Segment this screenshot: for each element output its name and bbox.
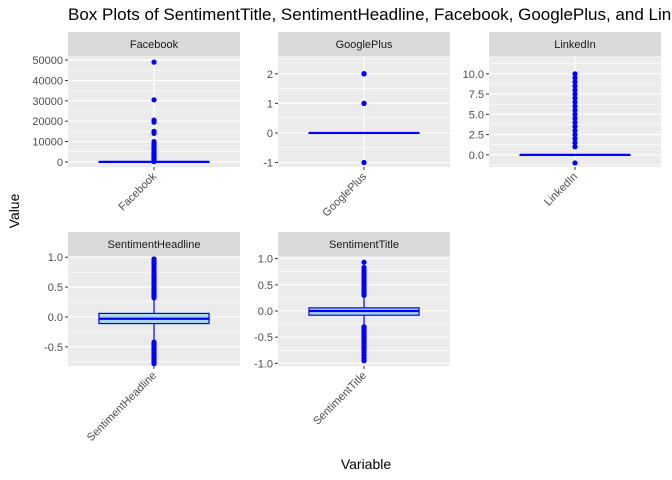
outlier-point — [572, 71, 578, 77]
outlier-point — [151, 97, 157, 103]
strip-label: LinkedIn — [554, 39, 596, 51]
outlier-point — [151, 130, 157, 136]
outlier-point — [572, 127, 578, 134]
strip-label: SentimentHeadline — [108, 239, 201, 251]
y-axis-title: Value — [6, 193, 22, 228]
outlier-point — [572, 131, 578, 138]
strip-background — [278, 232, 450, 256]
outlier-point — [361, 259, 367, 265]
x-tick-label: GooglePlus — [320, 170, 369, 219]
outlier-point — [572, 160, 578, 166]
y-tick-label: 0 — [267, 128, 273, 140]
x-axis-title: Variable — [341, 456, 392, 472]
strip-background — [489, 32, 661, 56]
y-tick-label: 0.5 — [48, 282, 63, 294]
outlier-point — [572, 144, 578, 150]
x-tick-label: SentimentTitle — [311, 370, 369, 428]
panel-linkedin: LinkedIn 0.0 2.5 5.0 7.5 10.0 LinkedIn — [463, 32, 661, 209]
y-tick-label: 5.0 — [469, 109, 484, 121]
outlier-point — [572, 95, 578, 101]
y-tick-label: 0.0 — [258, 306, 273, 318]
outlier-point — [572, 119, 578, 126]
outlier-point — [572, 91, 578, 97]
outlier-point — [572, 136, 578, 142]
y-tick-label: 2.5 — [469, 130, 484, 142]
y-tick-label: 2 — [267, 69, 273, 81]
strip-background — [68, 32, 240, 56]
strip-label: Facebook — [130, 39, 179, 51]
outlier-point — [151, 361, 157, 367]
panel-sentimentheadline: SentimentHeadline -0.5 0.0 0.5 1.0 SentimentH… — [44, 232, 240, 444]
y-tick-label: 1.0 — [48, 252, 63, 264]
outlier-point — [572, 103, 578, 109]
outlier-point — [572, 79, 578, 85]
y-tick-label: -0.5 — [254, 332, 273, 344]
outlier-point — [361, 159, 367, 166]
panel-sentimenttitle: SentimentTitle -1.0 -0.5 0.0 0.5 1.0 Sentiment… — [254, 232, 450, 428]
outlier-point — [572, 83, 578, 89]
outlier-point — [572, 115, 578, 121]
outlier-point — [151, 159, 157, 165]
outlier-point — [361, 71, 367, 77]
x-tick-label: LinkedIn — [542, 171, 580, 209]
y-tick-label: -1.0 — [254, 358, 273, 370]
x-tick-label: Facebook — [116, 170, 159, 213]
outlier-point — [572, 111, 578, 117]
outlier-point — [572, 75, 578, 81]
outlier-point — [151, 295, 157, 301]
outlier-point — [151, 59, 157, 65]
outlier-point — [361, 292, 367, 298]
panel-googleplus: GooglePlus -1 0 1 2 GooglePlus — [263, 32, 450, 219]
outlier-point — [151, 119, 157, 125]
outlier-point — [572, 87, 578, 93]
y-tick-label: 10000 — [32, 137, 63, 149]
y-tick-label: 1 — [267, 98, 273, 110]
y-tick-label: 0 — [57, 157, 63, 169]
facet-panels: Facebook 0 10000 20000 30000 40000 50000 Facebo… — [32, 32, 661, 444]
y-tick-label: 30000 — [32, 96, 63, 108]
y-tick-label: 0.5 — [258, 280, 273, 292]
outlier-point — [572, 107, 578, 113]
y-tick-label: -0.5 — [44, 342, 63, 354]
y-tick-label: 50000 — [32, 55, 63, 67]
outlier-point — [572, 123, 578, 130]
y-tick-label: 1.0 — [258, 254, 273, 266]
y-tick-label: -1 — [263, 158, 273, 170]
outlier-point — [572, 99, 578, 105]
outlier-point — [361, 358, 367, 364]
strip-label: SentimentTitle — [329, 239, 399, 251]
x-tick-label: SentimentHeadline — [85, 370, 159, 444]
y-tick-label: 10.0 — [463, 69, 484, 81]
strip-background — [278, 32, 450, 56]
y-tick-label: 0.0 — [48, 312, 63, 324]
y-tick-label: 0.0 — [469, 150, 484, 162]
y-tick-label: 20000 — [32, 116, 63, 128]
panel-facebook: Facebook 0 10000 20000 30000 40000 50000 Facebo… — [32, 32, 240, 213]
y-tick-label: 7.5 — [469, 89, 484, 101]
outlier-point — [572, 140, 578, 146]
chart-title: Box Plots of SentimentTitle, SentimentHe… — [68, 5, 672, 24]
y-tick-label: 40000 — [32, 75, 63, 87]
strip-label: GooglePlus — [336, 39, 393, 51]
strip-background — [68, 232, 240, 256]
outlier-point — [361, 100, 367, 106]
